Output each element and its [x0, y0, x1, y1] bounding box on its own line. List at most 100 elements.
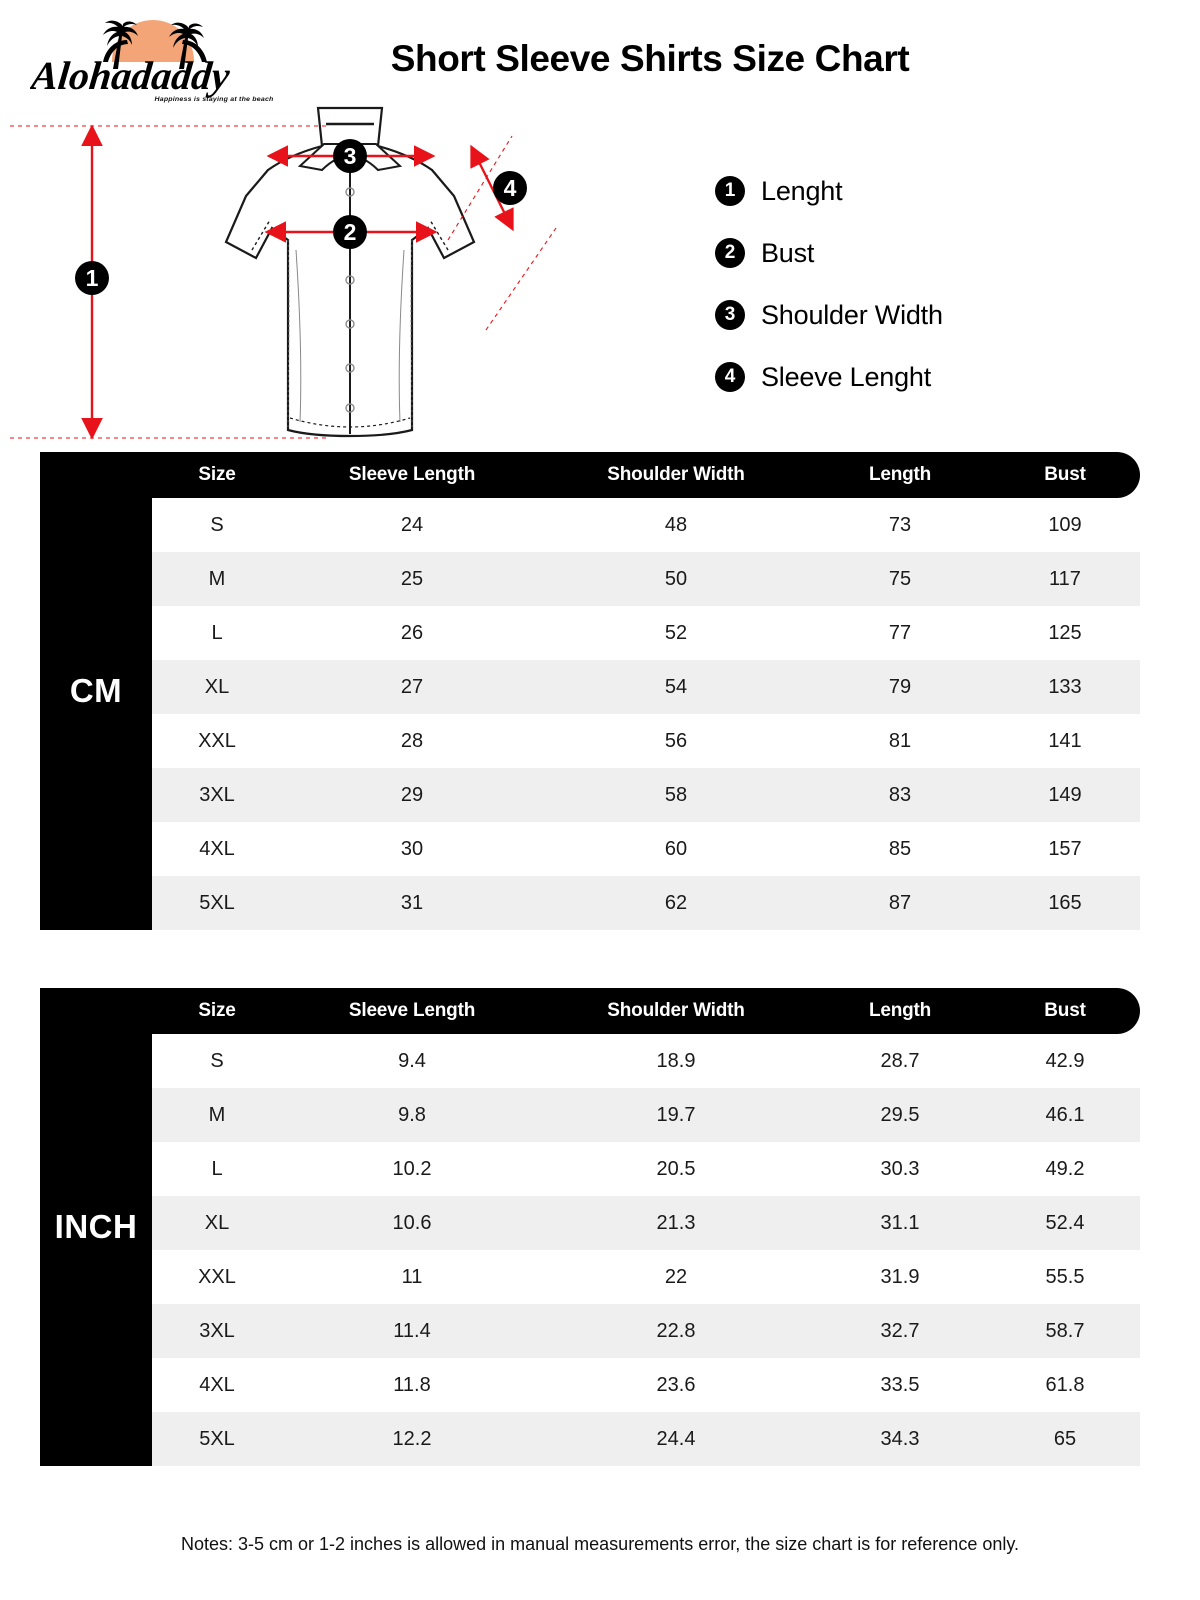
legend-marker-3: 3	[715, 300, 745, 330]
diagram-marker-4: 4	[493, 171, 527, 205]
cell-shoulder-width: 54	[664, 675, 688, 698]
cell-length: 87	[888, 891, 912, 914]
cell-shoulder-width: 24.4	[656, 1427, 696, 1450]
cell-sleeve-length: 31	[400, 891, 424, 914]
cell-bust: 125	[1048, 621, 1082, 644]
table-row: 3XL 29 58 83 149	[152, 768, 1140, 822]
cell-sleeve-length: 12.2	[392, 1427, 432, 1450]
cell-length: 79	[888, 675, 912, 698]
cell-bust: 149	[1048, 783, 1082, 806]
table-row: XXL 11 22 31.9 55.5	[152, 1250, 1140, 1304]
cell-sleeve-length: 11	[401, 1265, 423, 1288]
cell-size: XXL	[198, 1265, 236, 1288]
cell-length: 73	[888, 513, 912, 536]
shirt-measurement-diagram: 1 2 3 4	[10, 106, 557, 440]
svg-text:1: 1	[86, 265, 99, 291]
cell-bust: 65	[1053, 1427, 1077, 1450]
legend-item-length: 1 Lenght	[715, 160, 1185, 222]
palm-trees-icon	[103, 20, 207, 70]
cell-size: S	[210, 1049, 224, 1072]
column-header-size: Size	[198, 464, 236, 485]
page-title: Short Sleeve Shirts Size Chart	[390, 38, 910, 79]
cell-shoulder-width: 62	[664, 891, 688, 914]
cell-sleeve-length: 26	[400, 621, 424, 644]
cell-sleeve-length: 28	[400, 729, 424, 752]
cell-bust: 141	[1048, 729, 1082, 752]
cell-size: 5XL	[199, 891, 235, 914]
guide-lines	[10, 125, 557, 439]
cell-size: 4XL	[199, 837, 235, 860]
cell-size: XXL	[198, 729, 236, 752]
column-header-bust: Bust	[1044, 1000, 1086, 1021]
column-header-sleeve-length: Sleeve Length	[348, 1000, 476, 1021]
cell-bust: 157	[1048, 837, 1082, 860]
table-row: XXL 28 56 81 141	[152, 714, 1140, 768]
table-header-row-cm: Size Sleeve Length Shoulder Width Length…	[152, 452, 1140, 498]
cell-shoulder-width: 23.6	[656, 1373, 696, 1396]
cell-size: 4XL	[199, 1373, 235, 1396]
cell-length: 30.3	[880, 1157, 920, 1180]
column-header-shoulder-width: Shoulder Width	[607, 464, 745, 485]
table-row: 4XL 11.8 23.6 33.5 61.8	[152, 1358, 1140, 1412]
diagram-marker-3: 3	[333, 139, 367, 173]
column-header-length: Length	[868, 464, 932, 485]
column-header-shoulder-width: Shoulder Width	[607, 1000, 745, 1021]
table-row: 4XL 30 60 85 157	[152, 822, 1140, 876]
cell-sleeve-length: 9.8	[398, 1103, 426, 1126]
cell-shoulder-width: 22	[664, 1265, 688, 1288]
table-row: S 9.4 18.9 28.7 42.9	[152, 1034, 1140, 1088]
cell-size: 3XL	[199, 783, 235, 806]
column-header-size: Size	[198, 1000, 236, 1021]
cell-shoulder-width: 22.8	[656, 1319, 696, 1342]
cell-length: 83	[888, 783, 912, 806]
cell-length: 31.9	[880, 1265, 920, 1288]
cell-size: 3XL	[199, 1319, 235, 1342]
size-table-inch: INCH Size Sleeve Length Shoulder Width L…	[40, 988, 1140, 1466]
svg-text:3: 3	[344, 143, 357, 169]
cell-shoulder-width: 19.7	[656, 1103, 696, 1126]
legend-marker-2: 2	[715, 238, 745, 268]
table-row: XL 10.6 21.3 31.1 52.4	[152, 1196, 1140, 1250]
svg-text:2: 2	[344, 219, 357, 245]
measurement-legend: 1 Lenght 2 Bust 3 Shoulder Width 4 Sleev…	[715, 160, 1185, 408]
unit-label-cm: CM	[40, 452, 152, 930]
cell-sleeve-length: 11.4	[393, 1319, 431, 1342]
legend-item-bust: 2 Bust	[715, 222, 1185, 284]
cell-length: 85	[888, 837, 912, 860]
cell-length: 33.5	[880, 1373, 920, 1396]
legend-item-sleeve-length: 4 Sleeve Lenght	[715, 346, 1185, 408]
svg-text:Alohadaddy: Alohadaddy	[30, 53, 232, 98]
legend-label-bust: Bust	[761, 237, 815, 268]
brand-wordmark: Alohadaddy	[30, 53, 232, 98]
cell-length: 31.1	[880, 1211, 920, 1234]
cell-sleeve-length: 27	[400, 675, 424, 698]
table-row: 5XL 31 62 87 165	[152, 876, 1140, 930]
cell-length: 28.7	[880, 1049, 920, 1072]
svg-text:4: 4	[504, 175, 517, 201]
cell-shoulder-width: 20.5	[656, 1157, 696, 1180]
cell-sleeve-length: 9.4	[398, 1049, 426, 1072]
cell-sleeve-length: 30	[400, 837, 424, 860]
diagram-marker-1: 1	[75, 261, 109, 295]
cell-shoulder-width: 60	[664, 837, 688, 860]
table-row: L 26 52 77 125	[152, 606, 1140, 660]
cell-shoulder-width: 21.3	[656, 1211, 696, 1234]
cell-size: XL	[204, 675, 230, 698]
cell-length: 32.7	[880, 1319, 920, 1342]
cell-bust: 165	[1048, 891, 1082, 914]
cell-bust: 42.9	[1045, 1049, 1085, 1072]
cell-bust: 46.1	[1045, 1103, 1085, 1126]
table-header-row-inch: Size Sleeve Length Shoulder Width Length…	[152, 988, 1140, 1034]
cell-bust: 58.7	[1045, 1319, 1085, 1342]
cell-sleeve-length: 10.6	[392, 1211, 432, 1234]
cell-shoulder-width: 48	[664, 513, 688, 536]
legend-marker-4: 4	[715, 362, 745, 392]
cell-size: 5XL	[199, 1427, 235, 1450]
cell-length: 75	[888, 567, 912, 590]
diagram-marker-2: 2	[333, 215, 367, 249]
column-header-sleeve-length: Sleeve Length	[348, 464, 476, 485]
cell-sleeve-length: 10.2	[392, 1157, 432, 1180]
cell-bust: 52.4	[1045, 1211, 1085, 1234]
unit-label-inch: INCH	[40, 988, 152, 1466]
cell-length: 81	[888, 729, 912, 752]
